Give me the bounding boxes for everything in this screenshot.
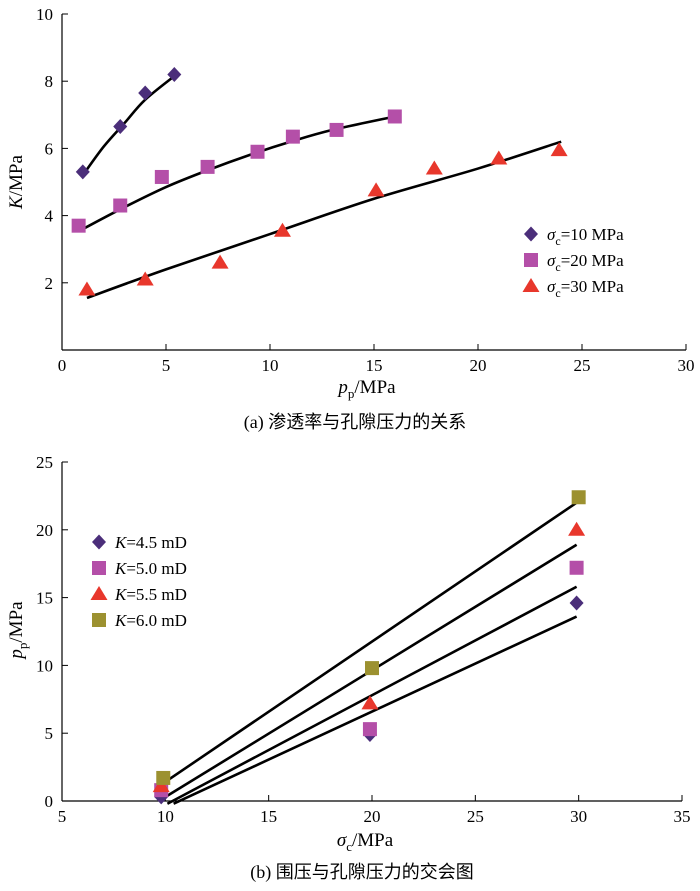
data-point — [156, 770, 171, 785]
x-tick-label: 25 — [467, 807, 484, 826]
caption-a: (a) 渗透率与孔隙压力的关系 — [244, 412, 466, 433]
y-tick-label: 2 — [45, 274, 54, 293]
legend-label: K=6.0 mD — [114, 611, 187, 630]
data-points — [152, 490, 586, 805]
x-tick-label: 35 — [674, 807, 691, 826]
y-tick-label: 6 — [45, 139, 54, 158]
y-tick-label: 25 — [36, 453, 53, 472]
data-point — [152, 778, 170, 793]
x-tick-label: 30 — [570, 807, 587, 826]
legend-label: σc=20 MPa — [547, 251, 624, 274]
y-axis-label: K/MPa — [6, 155, 27, 210]
legend-marker — [92, 613, 106, 627]
x-tick-label: 5 — [58, 807, 67, 826]
y-tick-label: 8 — [45, 72, 54, 91]
legend-label: K=4.5 mD — [114, 533, 187, 552]
data-point — [550, 142, 568, 157]
data-point — [571, 490, 586, 505]
fit-line — [173, 615, 578, 805]
data-point — [211, 254, 229, 269]
legend-label: K=5.0 mD — [114, 559, 187, 578]
data-point — [362, 722, 377, 737]
fit-lines — [158, 501, 578, 805]
data-point — [361, 695, 379, 710]
x-tick-label: 0 — [58, 356, 67, 375]
x-tick-label: 15 — [260, 807, 277, 826]
x-tick-label: 5 — [162, 356, 171, 375]
data-point — [367, 182, 385, 197]
data-point — [273, 222, 291, 237]
legend: σc=10 MPa σc=20 MPa σc=30 MPa — [522, 225, 624, 300]
caption-b: (b) 围压与孔隙压力的交会图 — [250, 862, 474, 883]
y-tick-label: 0 — [45, 792, 54, 811]
x-tick-label: 20 — [364, 807, 381, 826]
data-point — [136, 271, 154, 286]
data-point — [138, 85, 153, 101]
legend-marker — [90, 586, 108, 600]
legend-label: K=5.5 mD — [114, 585, 187, 604]
data-point — [78, 281, 96, 296]
y-tick-label: 15 — [36, 589, 53, 608]
data-point — [425, 160, 443, 175]
y-tick-label: 20 — [36, 521, 53, 540]
y-tick-label: 4 — [45, 207, 54, 226]
legend-marker — [92, 561, 106, 575]
x-axis-label: pp/MPa — [336, 377, 396, 401]
data-point — [568, 521, 586, 536]
data-point — [490, 150, 508, 165]
x-tick-label: 15 — [366, 356, 383, 375]
data-point — [387, 109, 402, 124]
x-tick-label: 10 — [262, 356, 279, 375]
data-point — [285, 129, 300, 144]
y-axis-label: pp/MPa — [6, 601, 30, 661]
fit-line — [82, 115, 396, 231]
chart-panel-a: 0 5 10 15 20 25 30 2 4 6 8 10 K/MPa pp/MPa σc=10 MP… — [6, 5, 695, 433]
legend-marker — [522, 278, 540, 292]
x-tick-label: 30 — [678, 356, 695, 375]
fit-lines — [81, 73, 562, 300]
data-point — [167, 66, 182, 82]
x-tick-label: 10 — [157, 807, 174, 826]
fit-line — [81, 73, 178, 177]
fit-line — [86, 140, 562, 300]
data-point — [113, 198, 128, 213]
data-point — [250, 144, 265, 159]
legend-marker — [524, 226, 538, 242]
data-point — [71, 218, 86, 233]
data-point — [365, 661, 379, 676]
y-tick-label: 10 — [36, 656, 53, 675]
data-point — [154, 169, 169, 184]
legend-marker — [92, 534, 106, 550]
data-point — [329, 122, 344, 137]
data-point — [75, 164, 90, 180]
y-tick-label: 5 — [45, 724, 54, 743]
x-tick-label: 25 — [574, 356, 591, 375]
x-axis-label: σc/MPa — [337, 830, 394, 854]
x-tick-label: 20 — [470, 356, 487, 375]
legend-label: σc=30 MPa — [547, 277, 624, 300]
data-points — [71, 66, 568, 296]
fit-line — [166, 585, 578, 805]
axis-ticks: 0 5 10 15 20 25 30 2 4 6 8 10 — [36, 5, 695, 375]
fit-line — [158, 501, 578, 788]
data-point — [569, 595, 584, 611]
y-tick-label: 10 — [36, 5, 53, 24]
data-point — [200, 159, 215, 174]
data-point — [569, 560, 584, 575]
legend-label: σc=10 MPa — [547, 225, 624, 248]
legend: K=4.5 mD K=5.0 mD K=5.5 mD K=6.0 mD — [90, 533, 187, 630]
legend-marker — [524, 253, 538, 267]
data-point — [113, 119, 128, 135]
